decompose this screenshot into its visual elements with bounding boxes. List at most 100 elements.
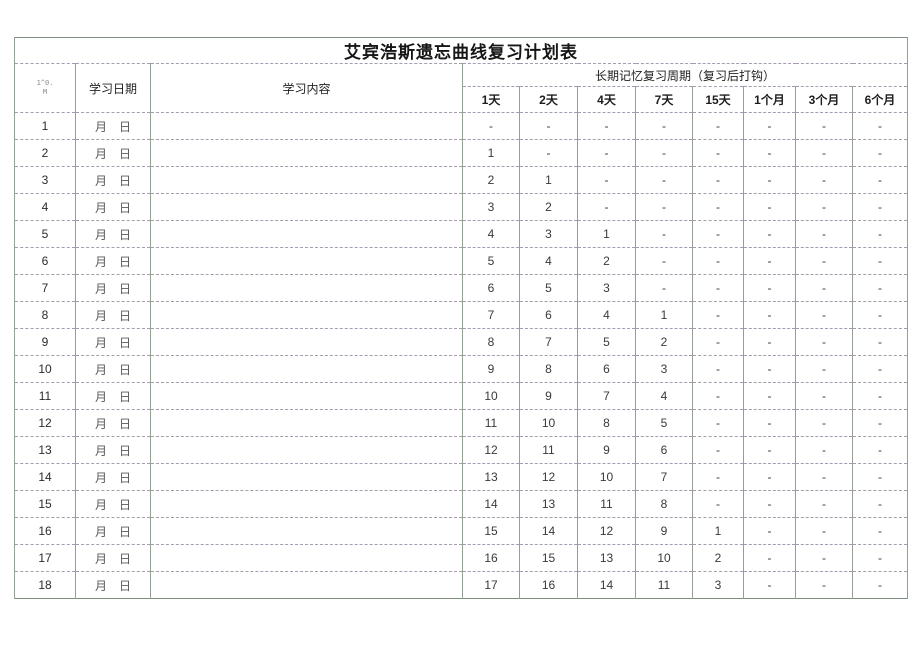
review-cell: 7 — [635, 463, 693, 491]
review-cell: - — [795, 328, 853, 356]
review-cell: - — [692, 247, 744, 275]
review-cell: - — [795, 517, 853, 545]
review-cell: - — [692, 166, 744, 194]
study-date-cell: 月 日 — [75, 463, 151, 491]
study-date-cell: 月 日 — [75, 571, 151, 599]
date-column-header: 学习日期 — [75, 63, 151, 113]
review-cell: 9 — [462, 355, 520, 383]
review-cell: - — [692, 463, 744, 491]
review-cell: - — [851, 490, 909, 518]
review-cell: 10 — [577, 463, 636, 491]
table-row: 13 月 日 12 11 9 6- - - - — [14, 436, 909, 464]
review-cell: - — [577, 193, 636, 221]
study-date-cell: 月 日 — [75, 517, 151, 545]
review-cell: - — [743, 247, 796, 275]
review-cell: - — [851, 571, 909, 599]
review-cell: - — [851, 517, 909, 545]
review-cell: - — [795, 139, 853, 167]
review-cell: - — [743, 490, 796, 518]
review-cell: 2 — [635, 328, 693, 356]
study-date-cell: 月 日 — [75, 301, 151, 329]
review-cell: - — [743, 571, 796, 599]
review-cell: 1 — [577, 220, 636, 248]
review-cell: - — [795, 490, 853, 518]
row-number-cell: 1 — [14, 112, 76, 140]
review-cell: 8 — [519, 355, 578, 383]
review-cell: 6 — [519, 301, 578, 329]
review-cell: - — [851, 463, 909, 491]
review-cell: 5 — [462, 247, 520, 275]
row-number-cell: 2 — [14, 139, 76, 167]
review-cell: - — [795, 355, 853, 383]
review-cell: - — [635, 247, 693, 275]
study-content-cell — [150, 274, 463, 302]
study-content-cell — [150, 247, 463, 275]
review-cell: 12 — [519, 463, 578, 491]
review-cell: - — [577, 139, 636, 167]
study-date-cell: 月 日 — [75, 166, 151, 194]
review-cell: - — [795, 247, 853, 275]
table-row: 16 月 日 15 14 12 9 1- - - — [14, 517, 909, 545]
study-date-cell: 月 日 — [75, 220, 151, 248]
review-cell: - — [743, 112, 796, 140]
header-row-days: 1天 2天 4天 7天 15天 1个月 3个月 6个月 — [15, 86, 909, 113]
table-row: 17 月 日 16 15 13 10 2- - - — [14, 544, 909, 572]
study-content-cell — [150, 166, 463, 194]
study-date-cell: 月 日 — [75, 355, 151, 383]
review-cell: 11 — [577, 490, 636, 518]
row-number-cell: 15 — [14, 490, 76, 518]
review-cell: 3 — [692, 571, 744, 599]
review-cell: - — [795, 301, 853, 329]
review-cell: - — [743, 139, 796, 167]
review-cell: 1 — [519, 166, 578, 194]
review-cell: - — [795, 544, 853, 572]
seq-column-header: 1^0. M — [14, 63, 76, 113]
review-cell: - — [743, 193, 796, 221]
study-date-cell: 月 日 — [75, 328, 151, 356]
day-column-header: 15天 — [692, 86, 744, 113]
review-cell: 15 — [519, 544, 578, 572]
review-cell: - — [851, 328, 909, 356]
review-cell: - — [851, 436, 909, 464]
row-number-cell: 11 — [14, 382, 76, 410]
review-cell: - — [851, 247, 909, 275]
review-cell: - — [692, 193, 744, 221]
review-cell: - — [743, 274, 796, 302]
row-number-cell: 7 — [14, 274, 76, 302]
table-row: 12 月 日 11 10 8 5- - - - — [14, 409, 909, 437]
review-cell: 11 — [519, 436, 578, 464]
study-content-cell — [150, 490, 463, 518]
review-cell: - — [692, 355, 744, 383]
day-column-header: 6个月 — [851, 86, 909, 113]
review-cell: 9 — [519, 382, 578, 410]
review-cell: - — [635, 139, 693, 167]
review-cell: 6 — [577, 355, 636, 383]
study-content-cell — [150, 436, 463, 464]
review-cell: 9 — [577, 436, 636, 464]
study-content-cell — [150, 193, 463, 221]
study-content-cell — [150, 517, 463, 545]
review-cell: 17 — [462, 571, 520, 599]
row-number-cell: 5 — [14, 220, 76, 248]
study-date-cell: 月 日 — [75, 409, 151, 437]
review-cell: - — [851, 166, 909, 194]
review-cell: - — [851, 220, 909, 248]
review-cell: - — [743, 517, 796, 545]
review-cell: - — [462, 112, 520, 140]
table-row: 14 月 日 13 12 10 7- - - - — [14, 463, 909, 491]
study-date-cell: 月 日 — [75, 490, 151, 518]
study-date-cell: 月 日 — [75, 139, 151, 167]
review-cell: 3 — [519, 220, 578, 248]
review-cell: 13 — [577, 544, 636, 572]
review-cell: 10 — [519, 409, 578, 437]
day-column-header: 1天 — [462, 86, 520, 113]
review-cell: 13 — [519, 490, 578, 518]
review-cell: - — [692, 328, 744, 356]
seq-header-line1: 1^0. — [36, 78, 54, 87]
